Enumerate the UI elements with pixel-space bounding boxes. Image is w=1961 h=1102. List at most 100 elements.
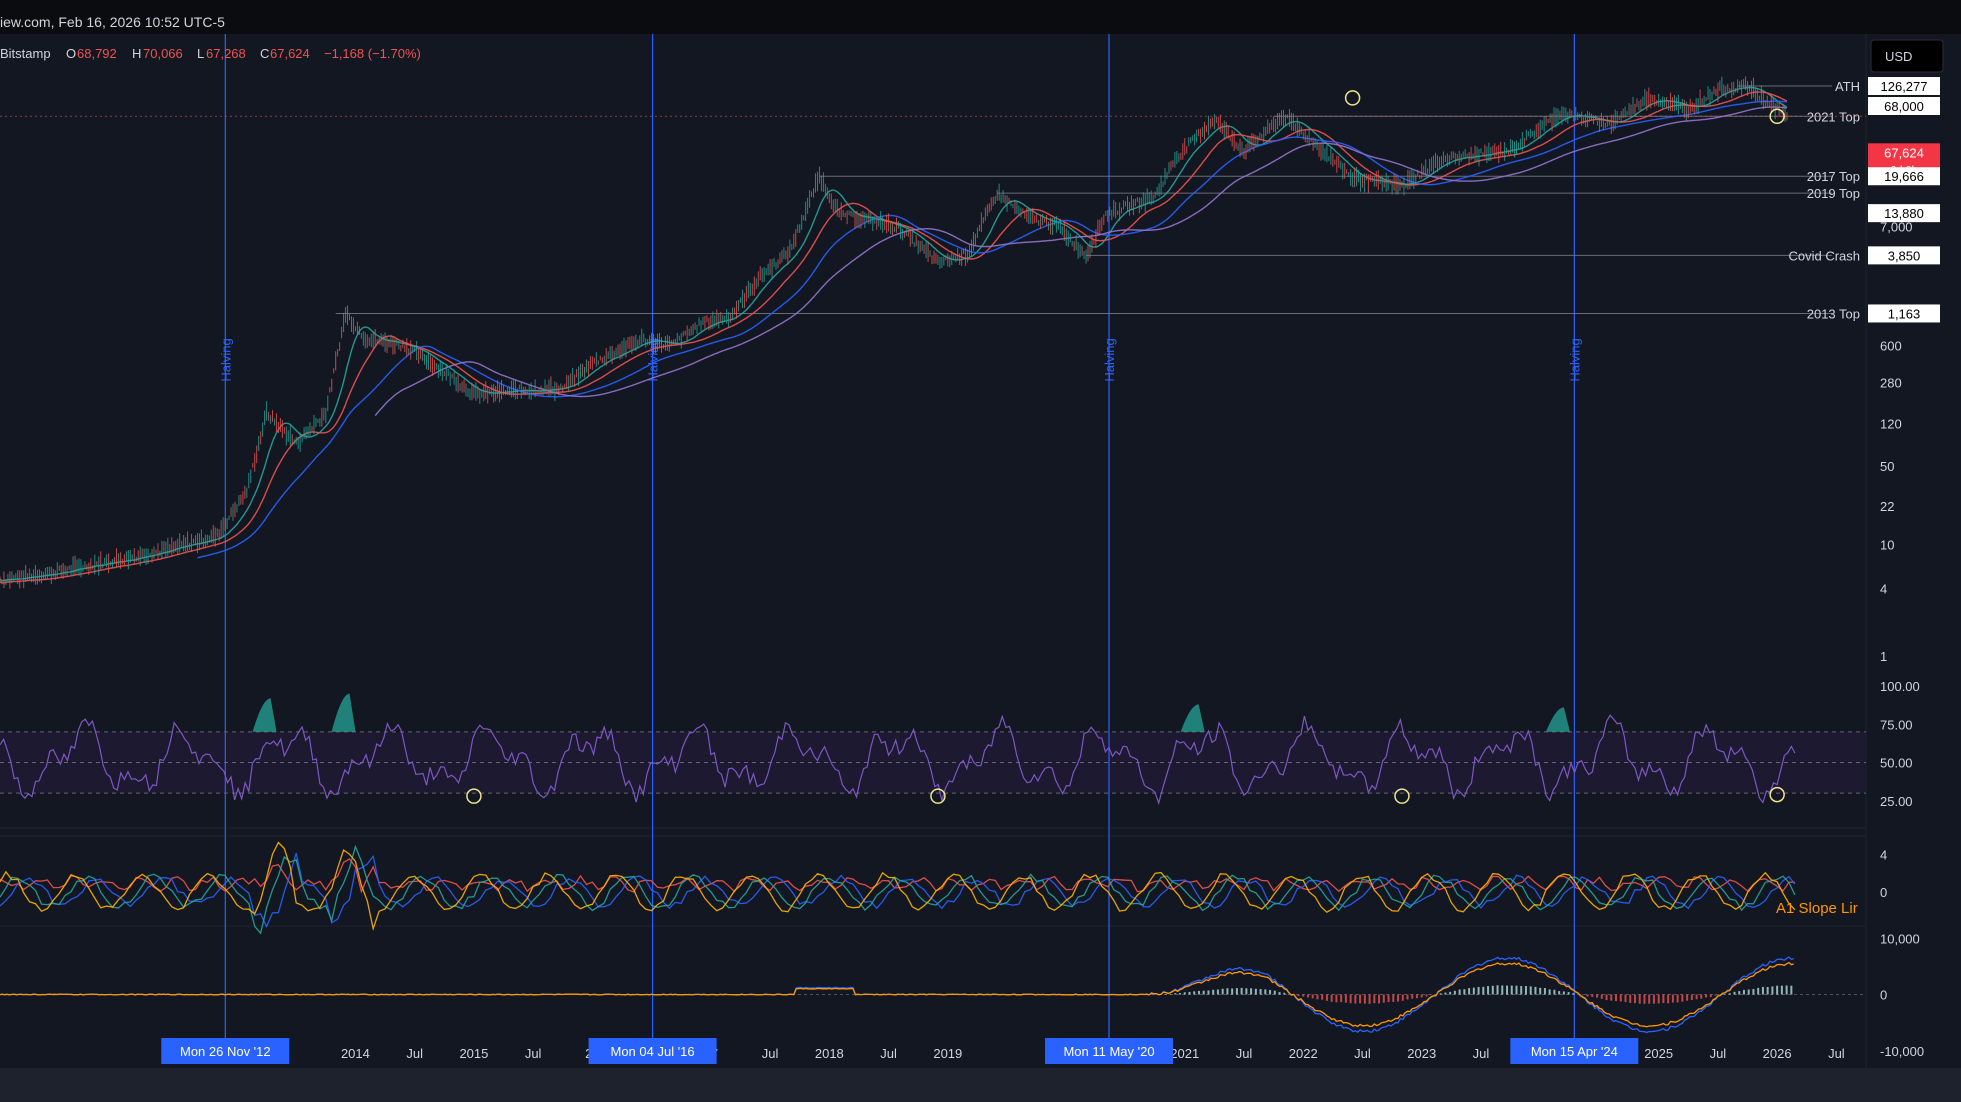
bottom-marker-circle	[1769, 786, 1785, 803]
x-axis-tick-label: 2015	[459, 1046, 488, 1061]
rsi-indicator[interactable]	[0, 693, 1796, 806]
y-axis: 141022501202806007,00035,00025.0050.0075…	[1880, 141, 1924, 1058]
price-axis-tick-label: 1	[1880, 649, 1887, 664]
bottom-marker-circle	[466, 788, 482, 804]
x-axis-tick-label: Jul	[1236, 1046, 1253, 1061]
rsi-overbought-fill	[1545, 707, 1570, 732]
price-label-value: 126,277	[1881, 79, 1928, 94]
price-label-value: 67,624	[1884, 145, 1924, 160]
open-label: O	[66, 46, 76, 61]
rsi-band	[0, 731, 1866, 794]
high-label: H	[132, 46, 141, 61]
price-label-value: 13,880	[1884, 206, 1924, 221]
price-axis-tick-label: 4	[1880, 582, 1887, 597]
ohlc-legend: Bitstamp O 68,792 H 70,066 L 67,268 C 67…	[0, 46, 421, 61]
currency-button-label[interactable]: USD	[1885, 49, 1912, 64]
low-value: 67,268	[206, 46, 246, 61]
rsi-axis-tick-label: 75.00	[1880, 717, 1913, 732]
bottom-marker-circle	[1344, 90, 1361, 106]
x-axis-tick-label: Jul	[762, 1046, 779, 1061]
price-axis-tick-label: 280	[1880, 376, 1902, 391]
price-label-value: 19,666	[1884, 169, 1924, 184]
close-label: C	[260, 46, 269, 61]
price-axis-tick-label: 7,000	[1880, 219, 1913, 234]
x-axis-tick-label: Jul	[880, 1046, 897, 1061]
source-line: iew.com, Feb 16, 2026 10:52 UTC-5	[0, 14, 225, 30]
rsi-axis-tick-label: 100.00	[1880, 679, 1920, 694]
price-label-box	[1868, 97, 1940, 115]
bottom-marker-circle	[1769, 108, 1785, 125]
high-value: 70,066	[143, 46, 183, 61]
currency-button-bg[interactable]	[1870, 39, 1944, 73]
macd-axis-tick-label: 0	[1880, 988, 1887, 1003]
halving-label: Halving	[646, 338, 661, 381]
price-label-box	[1868, 304, 1940, 323]
halving-date-label: Mon 04 Jul '16	[611, 1044, 695, 1059]
macd-signal-line	[0, 961, 1794, 1028]
rsi-overbought-fill	[331, 693, 356, 732]
price-label-value: 68,000	[1884, 99, 1924, 114]
close-value: 67,624	[270, 46, 310, 61]
change-value: −1,168 (−1.70%)	[324, 46, 421, 61]
slope-line	[0, 844, 1796, 935]
price-label-box	[1868, 246, 1940, 265]
price-axis-tick-label: 22	[1880, 499, 1894, 514]
bottom-marker-circle	[930, 788, 946, 804]
halving-date-badge	[588, 1038, 717, 1064]
bottom-bar	[0, 1068, 1961, 1102]
x-axis-tick-label: 2018	[815, 1046, 844, 1061]
level-label: 2021 Top	[1807, 109, 1860, 124]
price-series[interactable]	[0, 76, 1788, 589]
low-label: L	[197, 46, 204, 61]
exchange-label: Bitstamp	[0, 46, 51, 61]
price-label-value: 1,163	[1888, 306, 1921, 321]
price-axis-tick-label: 10	[1880, 537, 1894, 552]
panel-dividers	[0, 827, 1866, 927]
slope-indicator-label: A1 Slope Lir	[1776, 900, 1858, 917]
x-axis-tick-label: 2022	[1289, 1046, 1318, 1061]
price-label-box	[1868, 167, 1940, 186]
x-axis-tick-label: 2019	[933, 1046, 962, 1061]
bottom-marker-circle	[1394, 788, 1410, 804]
level-label: 2017 Top	[1807, 169, 1860, 184]
x-axis-tick-label: Jul	[1710, 1046, 1727, 1061]
level-label: 2013 Top	[1807, 306, 1860, 321]
rsi-axis-tick-label: 50.00	[1880, 756, 1913, 771]
price-axis-tick-label: 120	[1880, 417, 1902, 432]
price-level-lines: ATH 2021 Top 2017 Top 2019 Top Covid Crash 20…	[0, 79, 1866, 321]
ma-purple-line	[374, 106, 1788, 417]
slope-axis-tick-label: 0	[1880, 885, 1887, 900]
x-axis-tick-label: Jul	[1473, 1046, 1490, 1061]
x-axis: 2014Jul2015Jul2017Jul2018Jul20192021Jul2…	[161, 1038, 1845, 1064]
bottom-markers	[466, 90, 1785, 804]
halving-label: Halving	[1102, 338, 1117, 381]
price-axis-tick-label: 600	[1880, 339, 1902, 354]
halving-label: Halving	[218, 338, 233, 381]
rsi-overbought-fill	[1180, 704, 1205, 732]
halving-date-badge	[1510, 1038, 1639, 1064]
x-axis-tick-label: Jul	[1828, 1046, 1845, 1061]
x-axis-tick-label: 2026	[1763, 1046, 1792, 1061]
halving-date-label: Mon 26 Nov '12	[180, 1044, 271, 1059]
x-axis-tick-label: 2014	[341, 1046, 370, 1061]
currency-button[interactable]: USD	[1870, 39, 1944, 73]
price-label-value: 3,850	[1888, 248, 1921, 263]
slope-indicator[interactable]	[0, 841, 1796, 935]
x-axis-tick-label: 2023	[1407, 1046, 1436, 1061]
price-label-box	[1868, 204, 1940, 223]
price-axis-tick-label: 50	[1880, 459, 1894, 474]
halving-date-label: Mon 11 May '20	[1063, 1044, 1154, 1059]
plot-area-background	[0, 34, 1961, 1068]
x-axis-tick-label: Jul	[406, 1046, 423, 1061]
macd-axis-tick-label: -10,000	[1880, 1044, 1924, 1059]
level-label: Covid Crash	[1788, 248, 1860, 263]
halving-date-badge	[1045, 1038, 1174, 1064]
macd-indicator[interactable]	[0, 956, 1866, 1034]
x-axis-tick-label: Jul	[525, 1046, 542, 1061]
rsi-axis-tick-label: 25.00	[1880, 794, 1913, 809]
price-label-box	[1868, 77, 1940, 95]
slope-axis-tick-label: 4	[1880, 848, 1887, 863]
level-label: ATH	[1835, 79, 1860, 94]
